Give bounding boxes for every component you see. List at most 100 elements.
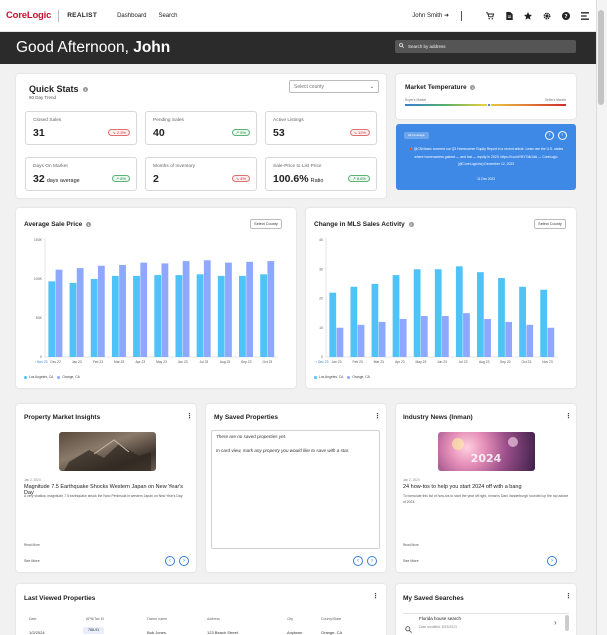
- chart-bar: [455, 266, 463, 357]
- stat-tile[interactable]: Active Listings 53 ↘ 12%: [265, 111, 377, 145]
- stat-tile[interactable]: Months of Inventory 2 ↘ 4%: [145, 157, 257, 191]
- news-date: 11 Dec 2023: [477, 177, 495, 181]
- col-date[interactable]: Date: [29, 617, 37, 621]
- document-icon[interactable]: [504, 11, 514, 21]
- help-icon[interactable]: ?: [561, 11, 571, 21]
- more-options-icon[interactable]: ⋮: [565, 413, 572, 420]
- more-options-icon[interactable]: ⋮: [374, 413, 381, 420]
- col-owner[interactable]: Owner name: [147, 617, 168, 621]
- next-page-button[interactable]: ›: [367, 556, 377, 566]
- corelogic-logo[interactable]: CoreLogic: [6, 10, 52, 21]
- cart-icon[interactable]: [485, 11, 495, 21]
- address-search-input[interactable]: Search by address: [395, 40, 576, 53]
- info-icon[interactable]: i: [408, 221, 414, 227]
- legend-swatch: [347, 375, 351, 379]
- see-more-link[interactable]: See More: [403, 559, 419, 563]
- col-county[interactable]: County/State: [321, 617, 342, 621]
- chart-bar: [55, 269, 63, 357]
- see-more-link[interactable]: See More: [24, 559, 40, 563]
- article-headline[interactable]: 24 how-tos to help you start 2024 off wi…: [403, 484, 522, 490]
- read-more-link[interactable]: Read More: [24, 543, 40, 547]
- prev-news-button[interactable]: ‹: [545, 131, 554, 140]
- article-summary: A very shallow, magnitude 7.5 earthquake…: [24, 494, 184, 498]
- quick-stats-card: Quick Stats i 90 Day Trend Select county…: [16, 74, 386, 198]
- market-temperature-title-text: Market Temperature: [405, 84, 467, 91]
- saved-search-item[interactable]: [403, 613, 569, 635]
- stat-number: 2: [153, 173, 159, 185]
- fireworks-photo[interactable]: 2024: [438, 432, 535, 471]
- product-name: REALIST: [67, 12, 98, 19]
- chart-bar: [239, 275, 246, 357]
- col-city[interactable]: City: [287, 617, 294, 621]
- trend-badge: ↘ 12%: [349, 129, 370, 136]
- prev-page-button[interactable]: ‹: [353, 556, 363, 566]
- prev-page-button[interactable]: ‹: [165, 556, 175, 566]
- info-icon[interactable]: i: [86, 221, 92, 227]
- read-more-link[interactable]: Read More: [403, 543, 419, 547]
- scrollbar-thumb[interactable]: [598, 10, 604, 105]
- row-address[interactable]: 123 Beach Street: [207, 630, 238, 635]
- empty-message: There are no saved properties yet.: [216, 434, 287, 439]
- info-icon[interactable]: i: [83, 87, 89, 93]
- nav-dashboard[interactable]: Dashboard: [117, 12, 147, 19]
- article-headline[interactable]: Magnitude 7.5 Earthquake Shocks Western …: [24, 484, 184, 496]
- row-city: Anytown: [287, 630, 303, 635]
- more-options-icon[interactable]: ⋮: [186, 413, 193, 420]
- x-tick-label: Jun 23: [437, 360, 447, 364]
- mls-activity-chart: 40 30 20 10 0 Jan 23 Feb 23 Mar 23 Apr 23 May 23 J…: [316, 238, 558, 364]
- stat-number: 100.6%: [273, 173, 309, 185]
- legend-label: Los Angeles, CA: [319, 375, 344, 379]
- trend-badge: ↗ 5%: [231, 129, 250, 136]
- row-date: 1/2/2024: [29, 630, 45, 635]
- select-county-button[interactable]: Select County: [534, 219, 566, 229]
- market-temperature-card: Market Temperature i Buyer's Market Sell…: [396, 74, 576, 119]
- chart-legend: Los Angeles, CA Orange, CA: [24, 375, 80, 379]
- stat-tile[interactable]: Closed Sales 31 ↘ 2.3%: [25, 111, 137, 145]
- stat-value: 40: [153, 127, 167, 139]
- nav-divider: [461, 10, 462, 21]
- y-tick-label: 40: [319, 238, 323, 242]
- news-banner[interactable]: All coverage ‹ › 📣 @CNNbsec covered our …: [396, 124, 576, 190]
- last-viewed-card: Last Viewed Properties ⋮: [16, 584, 386, 635]
- page-scrollbar[interactable]: [596, 0, 607, 635]
- chevron-right-icon[interactable]: ›: [554, 618, 557, 627]
- x-tick-label: Nov 23: [542, 360, 553, 364]
- y-tick-label: 50K: [36, 316, 43, 320]
- nav-right: John Smith ➜ ?: [412, 10, 590, 21]
- logo-divider: [58, 9, 60, 22]
- row-apn[interactable]: 788-91: [83, 627, 105, 634]
- gear-icon[interactable]: [542, 11, 552, 21]
- stat-unit: days average: [46, 178, 80, 184]
- chart-bar: [246, 261, 254, 357]
- chart-bar: [336, 327, 344, 357]
- article-date: Jan 2, 2024: [403, 478, 420, 482]
- select-county-button[interactable]: Select County: [250, 219, 282, 229]
- more-options-icon[interactable]: ⋮: [565, 593, 572, 600]
- nav-search[interactable]: Search: [158, 12, 178, 19]
- col-apn[interactable]: APN/Tax ID: [86, 617, 105, 621]
- user-menu[interactable]: John Smith ➜: [412, 12, 449, 19]
- list-scrollbar[interactable]: [565, 615, 569, 631]
- next-page-button[interactable]: ›: [547, 556, 557, 566]
- star-icon[interactable]: [523, 11, 533, 21]
- x-tick-label: Oct 23: [263, 360, 273, 364]
- row-county: Orange, CA: [321, 630, 343, 635]
- stat-unit: Ratio: [310, 178, 324, 184]
- more-options-icon[interactable]: ⋮: [372, 593, 379, 600]
- next-news-button[interactable]: ›: [558, 131, 567, 140]
- stat-tile[interactable]: Sale-Price to List Price 100.6% Ratio ↗ 8.6…: [265, 157, 377, 191]
- prev-period-button[interactable]: ‹ Nov 23: [35, 360, 48, 364]
- next-page-button[interactable]: ›: [179, 556, 189, 566]
- stat-tile[interactable]: Pending Sales 40 ↗ 5%: [145, 111, 257, 145]
- county-select[interactable]: Select county ⌄: [289, 80, 379, 93]
- stat-tile[interactable]: Days On Market 32 days average ↗ 8%: [25, 157, 137, 191]
- stat-label: Pending Sales: [153, 118, 184, 123]
- y-tick-label: 100K: [34, 277, 43, 281]
- earthquake-photo[interactable]: [59, 432, 156, 471]
- col-address[interactable]: Address: [207, 617, 220, 621]
- menu-icon[interactable]: [580, 11, 590, 21]
- info-icon[interactable]: i: [470, 84, 476, 90]
- chart-bar: [69, 282, 77, 357]
- x-tick-label: Jan 23: [72, 360, 82, 364]
- prev-period-button[interactable]: ‹ Dec 23: [316, 360, 329, 364]
